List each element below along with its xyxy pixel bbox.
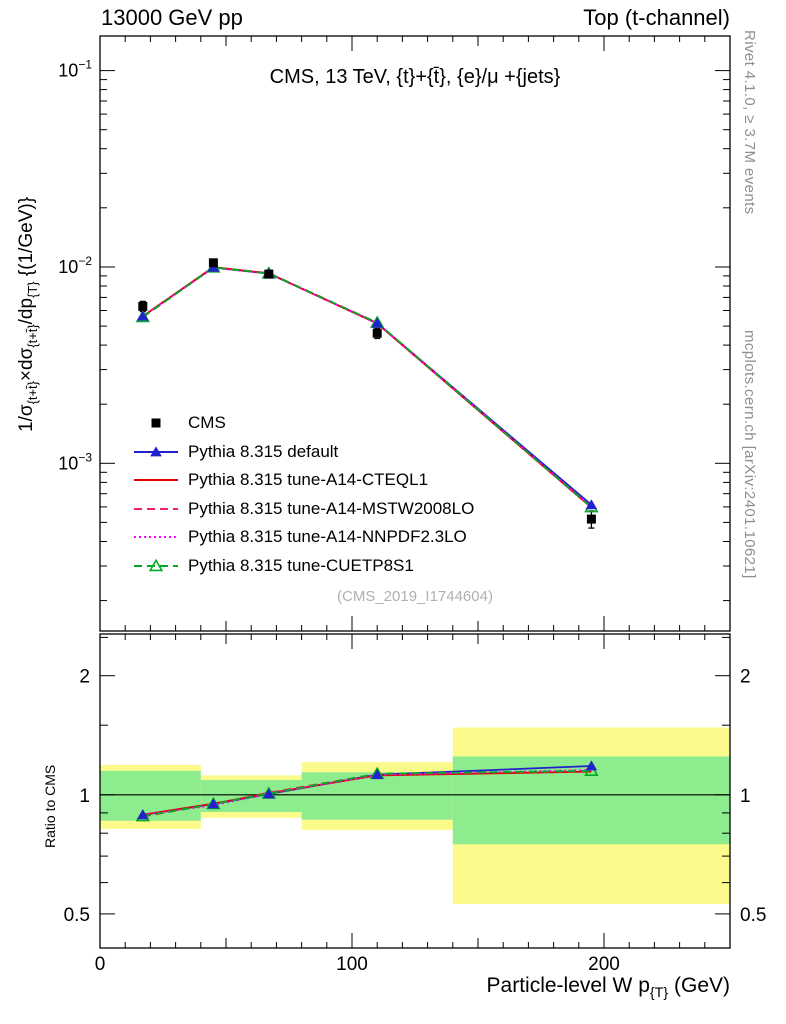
ratio-uncertainty-bands <box>100 727 730 904</box>
legend-item: Pythia 8.315 tune-A14-MSTW2008LO <box>133 495 474 524</box>
legend-label: CMS <box>188 413 226 433</box>
legend-label: Pythia 8.315 tune-A14-MSTW2008LO <box>188 498 475 518</box>
legend-item: Pythia 8.315 tune-A14-CTEQL1 <box>133 466 474 495</box>
svg-text:10−1: 10−1 <box>58 58 92 81</box>
svg-text:10−3: 10−3 <box>58 450 92 473</box>
legend-swatch <box>134 558 178 571</box>
legend-swatch <box>134 479 178 482</box>
legend-swatch <box>134 507 178 510</box>
legend-swatch <box>151 418 161 428</box>
svg-text:200: 200 <box>588 954 620 975</box>
rivet-version-watermark: Rivet 4.1.0, ≥ 3.7M events <box>741 30 758 215</box>
legend-item: Pythia 8.315 default <box>133 438 474 467</box>
legend-item: Pythia 8.315 tune-A14-NNPDF2.3LO <box>133 523 474 552</box>
legend: CMS Pythia 8.315 default Pythia 8.315 tune… <box>133 409 474 580</box>
svg-text:1: 1 <box>79 786 90 807</box>
process-label: Top (t-channel) <box>583 5 730 30</box>
x-axis-label: Particle-level W p{T} (GeV) <box>486 974 730 1002</box>
y-axis-label: 1/σ{t+t̄}×dσ{t+t̄}/dp{T} {(1/GeV)} <box>16 196 40 432</box>
svg-text:0.5: 0.5 <box>64 905 90 926</box>
svg-text:10−2: 10−2 <box>58 254 92 277</box>
svg-text:2: 2 <box>79 667 90 688</box>
svg-text:1: 1 <box>740 786 751 807</box>
legend-label: Pythia 8.315 tune-CUETP8S1 <box>188 555 414 575</box>
beam-energy-label: 13000 GeV pp <box>101 5 243 30</box>
legend-item: CMS <box>133 409 474 438</box>
svg-text:2: 2 <box>740 667 751 688</box>
data-markers <box>135 258 599 822</box>
legend-label: Pythia 8.315 tune-A14-NNPDF2.3LO <box>188 527 467 547</box>
legend-label: Pythia 8.315 tune-A14-CTEQL1 <box>188 470 429 490</box>
plot-title: CMS, 13 TeV, {t}+{t̄}, {e}/μ +{jets} <box>269 66 561 88</box>
svg-text:0: 0 <box>95 954 106 975</box>
analysis-id-label: (CMS_2019_I1744604) <box>337 588 493 605</box>
legend-label: Pythia 8.315 default <box>188 441 339 461</box>
legend-swatch <box>134 536 178 539</box>
legend-swatch <box>134 446 178 457</box>
axes-ticks: 0 100 200 10−3 10−2 10−1 0.5 0.5 1 1 2 2 <box>58 36 766 975</box>
mcplots-watermark: mcplots.cern.ch [arXiv:2401.10621] <box>741 330 758 579</box>
ratio-axis-label: Ratio to CMS <box>42 764 58 848</box>
svg-text:0.5: 0.5 <box>740 905 766 926</box>
svg-text:100: 100 <box>336 954 368 975</box>
legend-item: Pythia 8.315 tune-CUETP8S1 <box>133 552 474 581</box>
